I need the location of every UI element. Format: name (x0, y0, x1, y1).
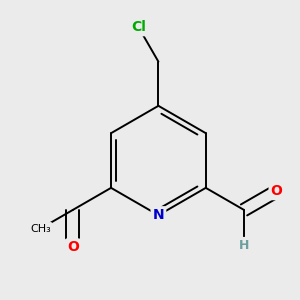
Text: CH₃: CH₃ (30, 224, 51, 234)
Text: Cl: Cl (131, 20, 146, 34)
Text: O: O (271, 184, 283, 198)
Text: O: O (67, 241, 79, 254)
Text: N: N (153, 208, 164, 222)
Text: H: H (239, 239, 249, 252)
